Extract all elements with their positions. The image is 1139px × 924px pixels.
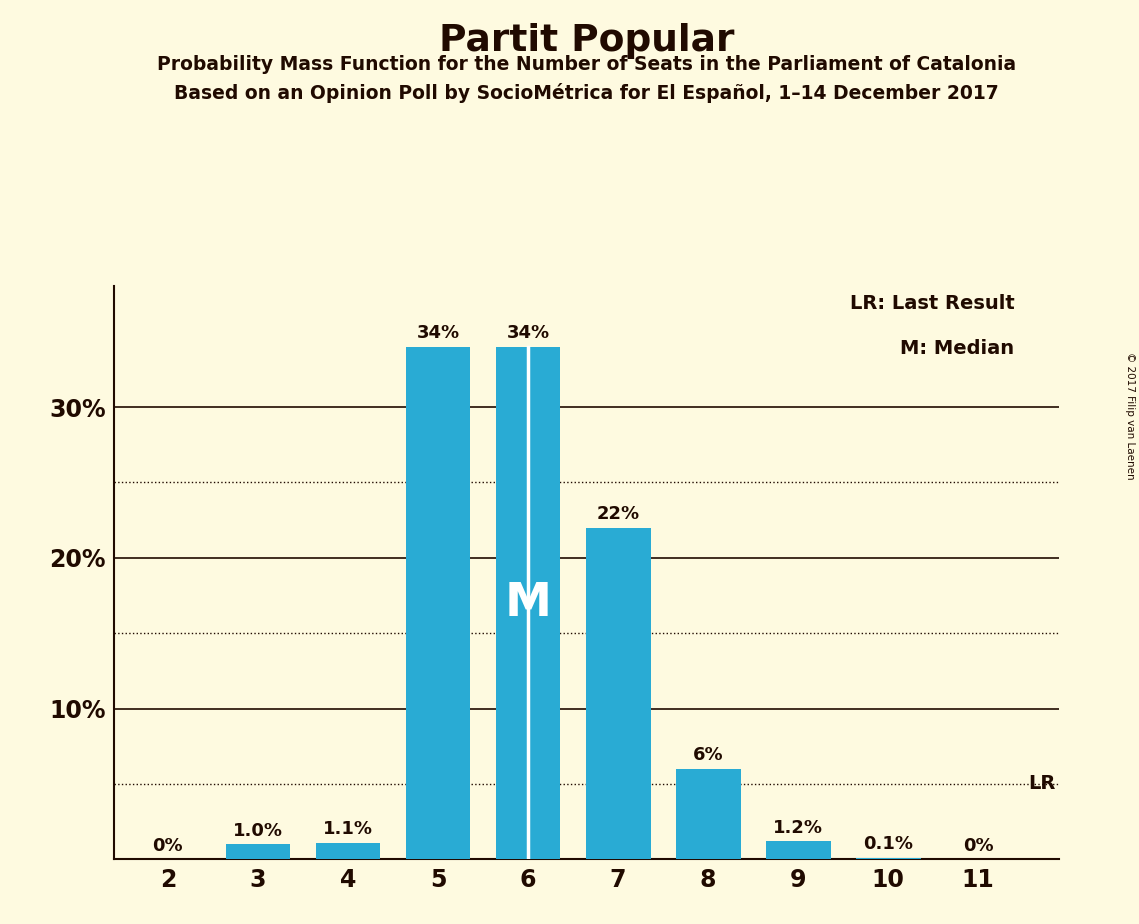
- Text: 1.0%: 1.0%: [233, 821, 282, 840]
- Bar: [675, 769, 740, 859]
- Text: 1.2%: 1.2%: [773, 819, 823, 837]
- Text: LR: LR: [1027, 774, 1055, 794]
- Bar: [405, 346, 470, 859]
- Text: 22%: 22%: [597, 505, 640, 523]
- Text: LR: Last Result: LR: Last Result: [850, 294, 1014, 313]
- Bar: [765, 841, 830, 859]
- Text: M: Median: M: Median: [900, 339, 1014, 359]
- Text: Probability Mass Function for the Number of Seats in the Parliament of Catalonia: Probability Mass Function for the Number…: [157, 55, 1016, 75]
- Bar: [855, 857, 920, 859]
- Text: 34%: 34%: [507, 324, 550, 342]
- Text: Based on an Opinion Poll by SocioMétrica for El Español, 1–14 December 2017: Based on an Opinion Poll by SocioMétrica…: [174, 83, 999, 103]
- Text: 1.1%: 1.1%: [323, 821, 372, 838]
- Text: Partit Popular: Partit Popular: [439, 23, 735, 59]
- Text: 34%: 34%: [417, 324, 460, 342]
- Bar: [495, 346, 560, 859]
- Bar: [585, 528, 650, 859]
- Bar: [226, 845, 290, 859]
- Text: 0%: 0%: [962, 837, 993, 855]
- Text: © 2017 Filip van Laenen: © 2017 Filip van Laenen: [1125, 352, 1134, 480]
- Bar: [316, 843, 380, 859]
- Text: 0.1%: 0.1%: [863, 835, 913, 853]
- Text: 6%: 6%: [693, 747, 723, 764]
- Text: M: M: [505, 580, 551, 626]
- Text: 0%: 0%: [153, 837, 183, 855]
